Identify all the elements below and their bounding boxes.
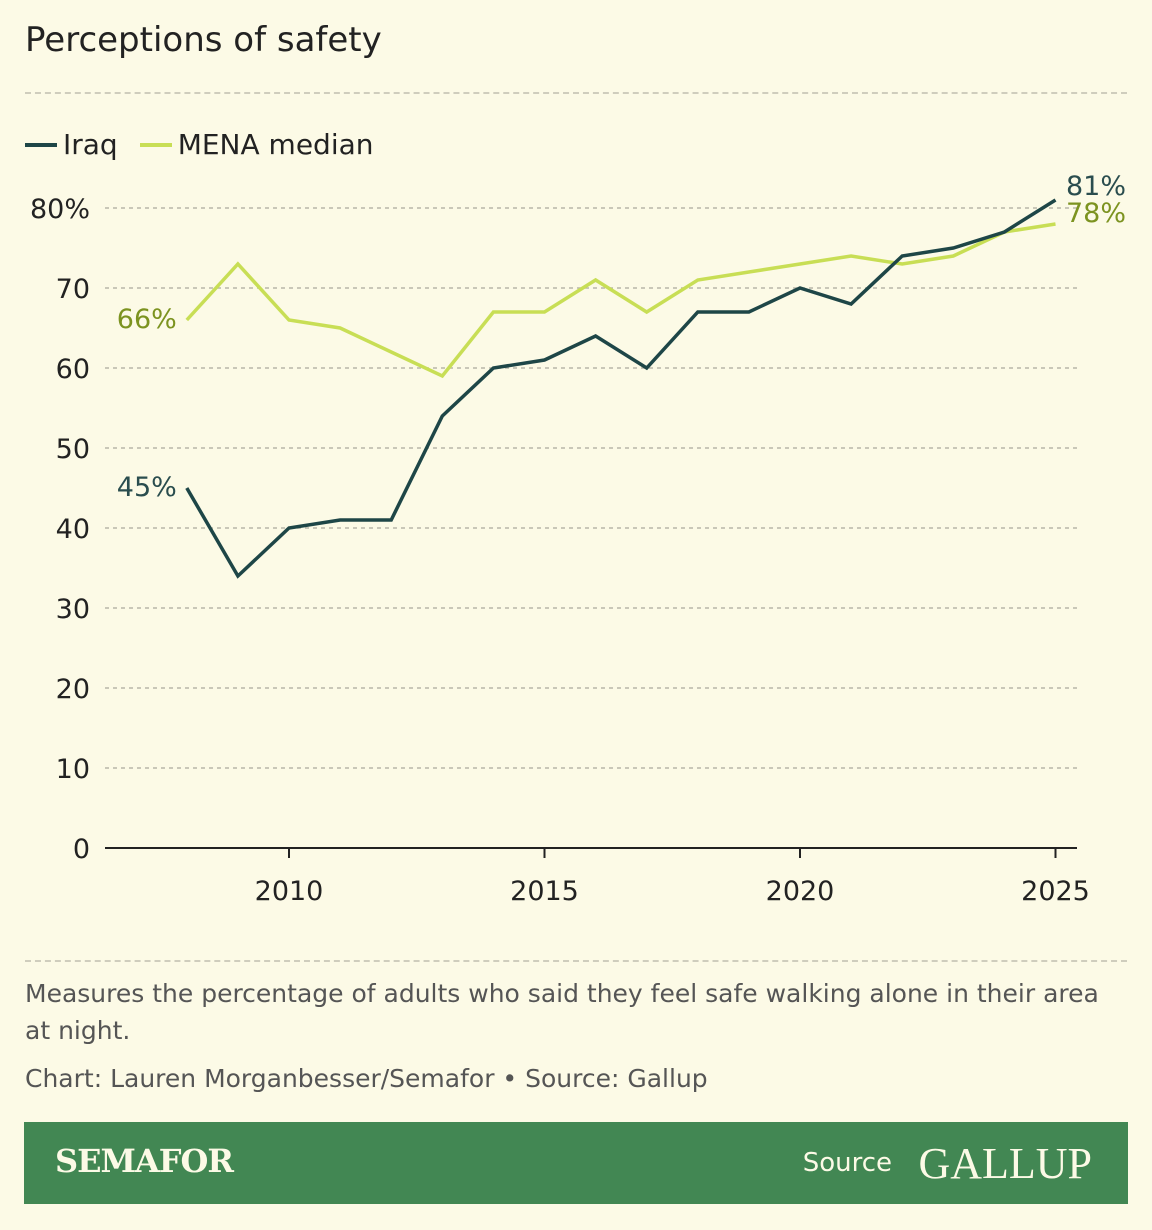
y-tick-label: 40 — [56, 514, 90, 545]
x-tick-label: 2025 — [1021, 876, 1090, 907]
chart-credit: Chart: Lauren Morganbesser/Semafor • Sou… — [25, 1064, 708, 1093]
footer-banner: SEMAFOR Source GALLUP — [24, 1122, 1128, 1204]
start-label: 45% — [117, 472, 177, 503]
end-label: 81% — [1066, 171, 1126, 202]
end-label: 78% — [1066, 198, 1126, 229]
y-tick-label: 30 — [56, 594, 90, 625]
divider — [25, 960, 1127, 962]
y-tick-label: 20 — [56, 674, 90, 705]
legend-item-iraq: Iraq — [25, 128, 118, 161]
y-tick-label: 0 — [73, 834, 90, 865]
source-label: Source — [802, 1148, 892, 1178]
x-tick-label: 2010 — [255, 876, 324, 907]
y-tick-label: 10 — [56, 754, 90, 785]
legend-swatch — [139, 142, 172, 147]
legend-item-mena: MENA median — [139, 128, 374, 161]
divider — [25, 92, 1127, 94]
x-tick-label: 2015 — [510, 876, 579, 907]
y-tick-label: 70 — [56, 274, 90, 305]
series-line-iraq — [185, 198, 1057, 579]
line-chart: 0 10 20 30 40 50 60 70 80% 2010 2015 2020 2025 66% 78%… — [30, 171, 1126, 907]
legend-label: MENA median — [177, 128, 374, 161]
gallup-logo: GALLUP — [918, 1139, 1092, 1188]
legend-swatch — [25, 142, 57, 147]
x-tick-label: 2020 — [766, 876, 835, 907]
legend-label: Iraq — [63, 128, 118, 161]
chart-note: Measures the percentage of adults who sa… — [25, 979, 1099, 1045]
series-line-mena — [185, 222, 1056, 379]
y-tick-label: 60 — [56, 354, 90, 385]
y-tick-label: 50 — [56, 434, 90, 465]
chart-title: Perceptions of safety — [25, 20, 382, 60]
legend: Iraq MENA median — [25, 128, 374, 161]
semafor-logo: SEMAFOR — [55, 1142, 234, 1180]
start-label: 66% — [117, 304, 177, 335]
y-tick-label: 80% — [30, 194, 90, 225]
